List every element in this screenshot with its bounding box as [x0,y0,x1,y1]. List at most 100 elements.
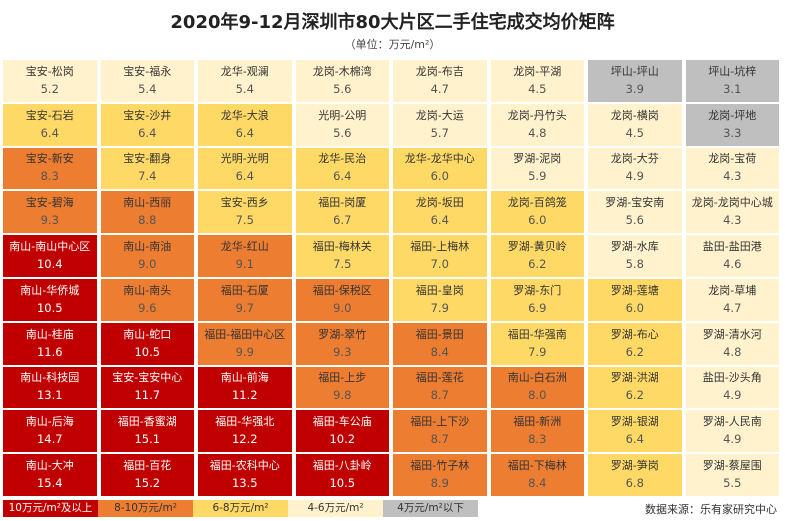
district-name: 龙岗-坂田 [415,196,464,210]
district-name: 福田-竹子林 [410,459,470,473]
district-name: 宝安-石岩 [25,108,74,122]
district-name: 福田-上下沙 [410,415,470,429]
matrix-cell: 龙岗-丹竹头 4.8 [490,103,584,146]
district-price: 4.5 [625,125,644,140]
district-name: 宝安-碧海 [25,196,74,210]
matrix-cell: 南山-南头 9.6 [100,278,194,321]
district-name: 龙华-民治 [318,152,367,166]
district-price: 9.0 [138,257,157,272]
district-name: 福田-农科中心 [209,459,280,473]
district-price: 13.5 [231,476,258,491]
district-name: 罗湖-清水河 [702,327,762,341]
district-price: 4.3 [723,213,742,228]
district-name: 龙岗-丹竹头 [507,108,567,122]
matrix-cell: 罗湖-蔡屋围 5.5 [685,454,779,496]
district-name: 罗湖-泥岗 [513,152,562,166]
district-name: 罗湖-银湖 [610,415,659,429]
district-price: 6.4 [40,125,59,140]
matrix-cell: 宝安-新安 8.3 [3,147,97,190]
district-price: 4.6 [723,257,742,272]
district-price: 5.4 [235,81,254,96]
district-name: 福田-保税区 [312,283,372,297]
district-name: 福田-景田 [415,327,464,341]
district-price: 4.8 [528,125,547,140]
district-name: 宝安-松岗 [25,64,74,78]
matrix-cell: 龙岗-大运 5.7 [393,103,487,146]
district-price: 5.2 [40,81,59,96]
matrix-cell: 罗湖-银湖 6.4 [588,410,682,453]
district-price: 9.9 [235,344,254,359]
matrix-cell: 龙岗-坂田 6.4 [393,191,487,234]
district-name: 南山-白石洲 [507,371,567,385]
district-price: 7.5 [235,213,254,228]
district-name: 南山-大冲 [25,459,74,473]
matrix-cell: 福田-石厦 9.7 [198,278,292,321]
matrix-cell: 龙岗-龙岗中心城 4.3 [685,191,779,234]
district-name: 南山-桂庙 [25,327,74,341]
district-price: 8.7 [430,388,449,403]
district-name: 龙华-大浪 [220,108,269,122]
district-price: 9.6 [138,300,157,315]
district-name: 宝安-西乡 [220,196,269,210]
matrix-cell: 南山-白石洲 8.0 [490,366,584,409]
district-price: 6.0 [430,169,449,184]
legend-item: 6-8万元/m² [193,500,288,517]
district-price: 8.7 [430,432,449,447]
district-price: 4.3 [723,169,742,184]
district-name: 南山-西丽 [123,196,172,210]
district-price: 9.8 [333,388,352,403]
district-name: 南山-科技园 [20,371,80,385]
district-name: 福田-华强北 [215,415,275,429]
district-price: 6.0 [528,213,547,228]
district-price: 9.7 [235,300,254,315]
matrix-cell: 福田-福田中心区 9.9 [198,322,292,365]
district-name: 龙华-观澜 [220,64,269,78]
district-price: 6.4 [430,213,449,228]
district-name: 龙华-龙华中心 [404,152,475,166]
district-name: 光明-光明 [220,152,269,166]
legend-item: 4-6万元/m² [288,500,383,517]
matrix-cell: 光明-光明 6.4 [198,147,292,190]
data-source: 数据来源：乐有家研究中心 [645,503,777,516]
matrix-cell: 龙华-大浪 6.4 [198,103,292,146]
district-name: 福田-车公庙 [312,415,372,429]
district-name: 福田-福田中心区 [204,327,286,341]
matrix-cell: 罗湖-宝安南 5.6 [588,191,682,234]
district-price: 7.4 [138,169,157,184]
matrix-cell: 福田-皇岗 7.9 [393,278,487,321]
matrix-cell: 宝安-翻身 7.4 [100,147,194,190]
district-price: 11.7 [134,388,161,403]
legend-item: 4万元/m²以下 [383,500,478,517]
matrix-cell: 福田-上步 9.8 [295,366,389,409]
district-name: 龙岗-坪地 [708,108,757,122]
district-name: 坪山-坑梓 [708,64,757,78]
district-price: 15.2 [134,476,161,491]
district-name: 福田-岗厦 [318,196,367,210]
district-price: 6.7 [333,213,352,228]
matrix-cell: 龙华-观澜 5.4 [198,60,292,102]
district-name: 福田-莲花 [415,371,464,385]
district-name: 罗湖-蔡屋围 [702,459,762,473]
district-price: 4.7 [430,81,449,96]
matrix-cell: 龙华-民治 6.4 [295,147,389,190]
district-price: 4.8 [723,344,742,359]
district-price: 4.9 [723,432,742,447]
district-price: 6.8 [625,476,644,491]
matrix-cell: 宝安-福永 5.4 [100,60,194,102]
district-name: 龙岗-大运 [415,108,464,122]
matrix-cell: 龙华-龙华中心 6.0 [393,147,487,190]
district-name: 福田-皇岗 [415,283,464,297]
district-price: 15.1 [134,432,161,447]
district-name: 罗湖-宝安南 [605,196,665,210]
matrix-cell: 福田-岗厦 6.7 [295,191,389,234]
matrix-cell: 宝安-碧海 9.3 [3,191,97,234]
district-name: 福田-上步 [318,371,367,385]
district-name: 宝安-沙井 [123,108,172,122]
district-name: 龙华-红山 [220,240,269,254]
district-name: 福田-八卦岭 [312,459,372,473]
matrix-cell: 福田-上下沙 8.7 [393,410,487,453]
district-name: 罗湖-笋岗 [610,459,659,473]
district-name: 福田-梅林关 [312,240,372,254]
matrix-cell: 南山-桂庙 11.6 [3,322,97,365]
district-price: 8.3 [40,169,59,184]
